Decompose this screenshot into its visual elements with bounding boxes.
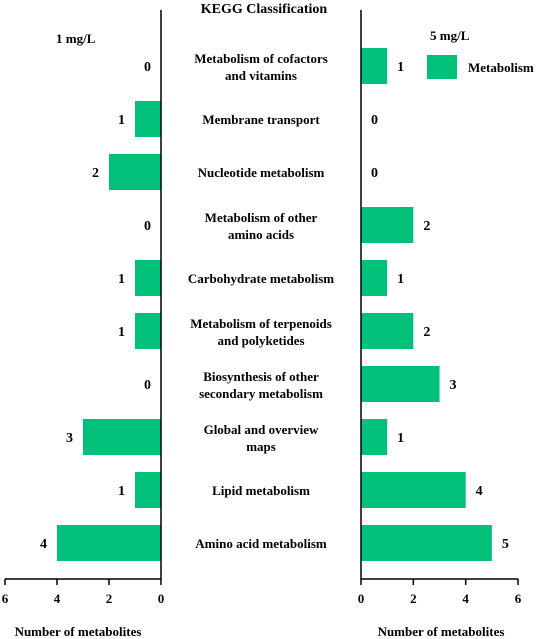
legend-label: Metabolism (468, 60, 534, 75)
left-x-axis: 6 4 2 0 (2, 10, 165, 606)
right-tick-label: 4 (462, 591, 469, 606)
left-value-label: 1 (118, 325, 125, 340)
right-tick-label: 0 (358, 591, 365, 606)
right-bar (361, 313, 414, 349)
right-value-label: 1 (397, 272, 404, 287)
left-bars (57, 101, 161, 561)
right-value-label: 0 (371, 113, 378, 128)
left-bar (109, 154, 161, 190)
legend-swatch (427, 55, 457, 79)
right-value-label: 1 (397, 431, 404, 446)
chart-title: KEGG Classification (201, 2, 328, 17)
left-x-axis-label: Number of metabolites (15, 624, 142, 639)
left-tick-label: 0 (158, 591, 165, 606)
category-label: Lipid metabolism (212, 483, 310, 498)
right-value-label: 3 (450, 378, 457, 393)
right-panel-label: 5 mg/L (430, 28, 470, 43)
left-bar (83, 419, 161, 455)
right-bar (361, 366, 440, 402)
category-label: Amino acid metabolism (195, 536, 327, 551)
right-bar (361, 472, 466, 508)
left-value-label: 2 (92, 166, 99, 181)
category-label: Membrane transport (202, 112, 320, 127)
left-value-label: 1 (118, 484, 125, 499)
category-labels: Metabolism of cofactors and vitamins Membr… (188, 51, 334, 551)
left-tick-label: 4 (54, 591, 61, 606)
left-bar (135, 101, 161, 137)
right-bar (361, 419, 388, 455)
right-value-label: 4 (476, 484, 483, 499)
left-value-label: 0 (144, 219, 151, 234)
category-label: Metabolism of terpenoids and polyketides (190, 316, 332, 348)
category-label: Carbohydrate metabolism (188, 271, 334, 286)
left-bar (135, 313, 161, 349)
right-x-axis-label: Number of metabolites (378, 624, 505, 639)
right-tick-label: 2 (410, 591, 417, 606)
category-label: Nucleotide metabolism (198, 165, 325, 180)
category-label: Global and overview maps (204, 422, 319, 454)
category-label: Metabolism of cofactors and vitamins (194, 51, 328, 83)
left-value-label: 4 (40, 537, 47, 552)
right-value-label: 2 (423, 325, 430, 340)
left-value-labels: 0 1 2 0 1 1 0 3 1 4 (40, 60, 151, 552)
category-label: Metabolism of other amino acids (205, 210, 318, 242)
right-value-labels: 1 0 0 2 1 2 3 1 4 5 (371, 60, 509, 552)
category-label: Biosynthesis of other secondary metabolis… (199, 369, 323, 401)
left-panel-label: 1 mg/L (56, 31, 96, 46)
right-value-label: 5 (502, 537, 509, 552)
right-value-label: 0 (371, 166, 378, 181)
right-value-label: 2 (423, 219, 430, 234)
left-bar (57, 525, 161, 561)
legend: Metabolism (427, 55, 534, 79)
left-tick-label: 2 (106, 591, 113, 606)
left-value-label: 1 (118, 113, 125, 128)
left-value-label: 0 (144, 378, 151, 393)
left-bar (135, 472, 161, 508)
left-value-label: 3 (66, 431, 73, 446)
left-value-label: 1 (118, 272, 125, 287)
left-bar (135, 260, 161, 296)
left-value-label: 0 (144, 60, 151, 75)
right-x-axis: 0 2 4 6 (358, 10, 522, 606)
left-tick-label: 6 (2, 591, 9, 606)
right-bar (361, 525, 492, 561)
right-tick-label: 6 (515, 591, 522, 606)
right-bar (361, 48, 388, 84)
right-value-label: 1 (397, 60, 404, 75)
right-bars (361, 48, 492, 561)
right-bar (361, 260, 388, 296)
right-bar (361, 207, 414, 243)
